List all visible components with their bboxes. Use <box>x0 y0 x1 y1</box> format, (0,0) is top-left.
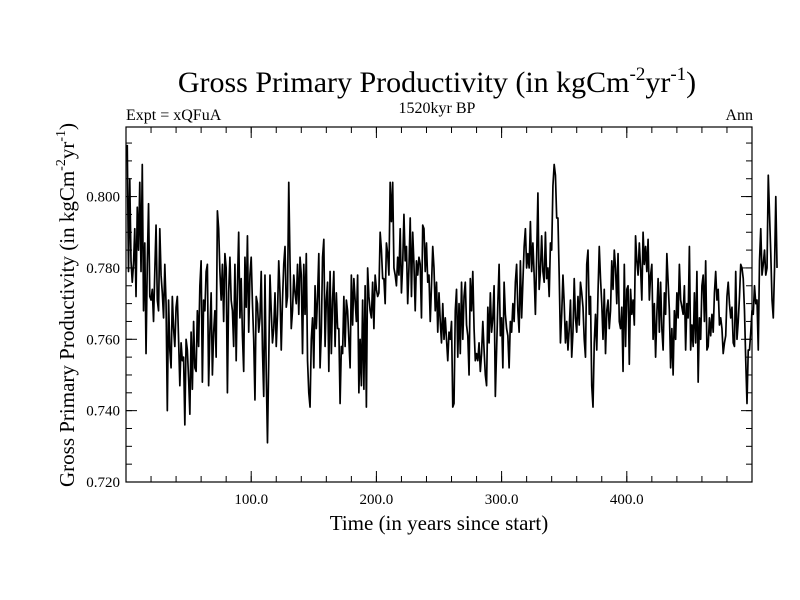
plot-frame <box>125 126 753 483</box>
y-tick-label: 0.720 <box>86 475 120 491</box>
y-axis-label: Gross Primary Productivity (in kgCm-2yr-… <box>54 123 79 487</box>
x-tick-label: 200.0 <box>360 492 394 508</box>
y-tick-label: 0.740 <box>86 404 120 420</box>
x-axis-label: Time (in years since start) <box>330 511 549 535</box>
axis-tick-labels: 100.0 200.0 300.0 400.0 0.720 0.740 0.760 0.780… <box>86 190 643 508</box>
series-line <box>126 144 778 444</box>
y-tick-label: 0.800 <box>86 190 120 206</box>
period-label: 1520kyr BP <box>399 100 476 117</box>
x-tick-label: 300.0 <box>485 492 519 508</box>
chart-title: Gross Primary Productivity (in kgCm-2yr-… <box>178 64 696 99</box>
season-label: Ann <box>725 107 753 124</box>
x-tick-label: 400.0 <box>610 492 644 508</box>
experiment-label: Expt = xQFuA <box>126 107 222 124</box>
y-tick-label: 0.780 <box>86 261 120 277</box>
x-tick-label: 100.0 <box>234 492 268 508</box>
y-tick-label: 0.760 <box>86 332 120 348</box>
